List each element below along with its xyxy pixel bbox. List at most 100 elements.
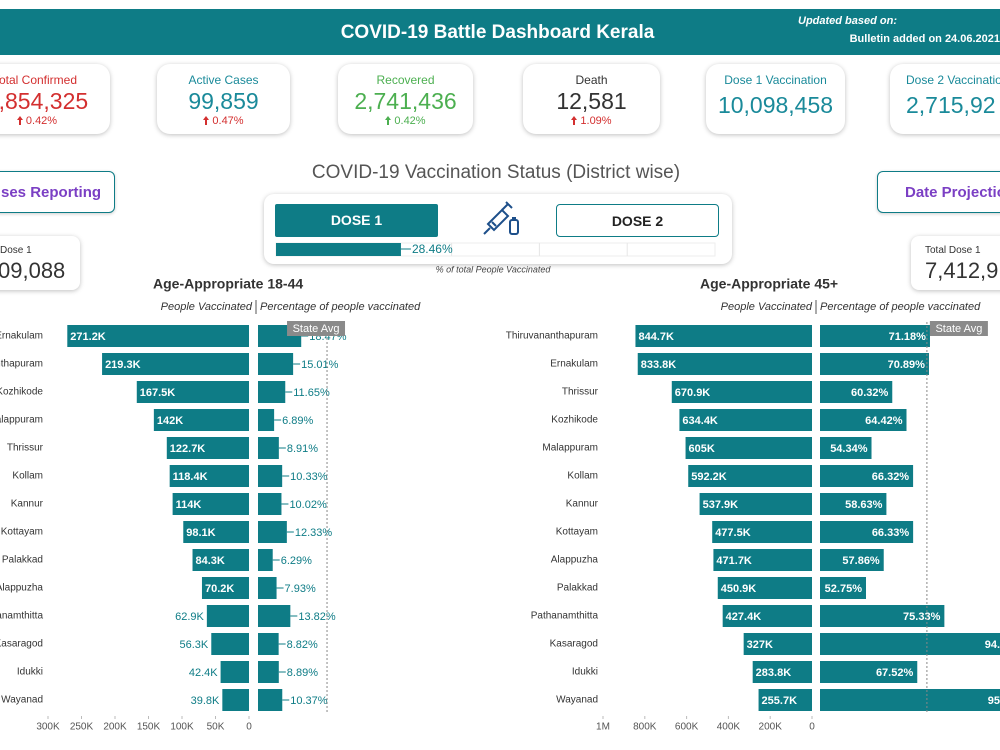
percent-value-label: 64.42% <box>865 415 903 427</box>
people-bar <box>153 409 249 431</box>
percent-bar <box>258 689 283 711</box>
percent-bar <box>258 353 294 375</box>
people-bar <box>671 381 812 403</box>
dose-card-value: 7,412,91 <box>925 258 1000 283</box>
category-label: Kollam <box>567 471 598 482</box>
people-bar <box>201 577 249 599</box>
kpi-change: 0.42% <box>0 115 110 127</box>
people-value-label: 62.9K <box>175 611 204 623</box>
people-bar <box>758 689 812 711</box>
percent-bar <box>820 353 929 375</box>
percent-bar <box>258 521 287 543</box>
kpi-change: 0.47% <box>157 115 290 127</box>
dose2-tab[interactable]: DOSE 2 <box>556 204 719 237</box>
kpi-change-value: 0.42% <box>25 115 58 127</box>
people-value-label: 118.4K <box>173 471 208 483</box>
people-value-label: 167.5K <box>140 387 176 399</box>
state-avg-box <box>287 321 346 336</box>
category-label: Wayanad <box>1 695 43 706</box>
category-label: Pathanamthitta <box>0 611 43 622</box>
up-arrow <box>571 116 578 125</box>
category-label: Thiruvananthapuram <box>0 359 43 370</box>
people-bar <box>679 409 812 431</box>
people-value-label: 537.9K <box>703 499 739 511</box>
percent-bar <box>820 437 872 459</box>
kpi-change-value: 0.47% <box>212 115 244 127</box>
people-bar <box>635 325 812 347</box>
x-tick-label: 200K <box>103 722 127 733</box>
category-label: Idukki <box>572 667 598 678</box>
people-bar <box>637 353 812 375</box>
people-value-label: 477.5K <box>715 527 751 539</box>
x-tick-label: 0 <box>809 722 815 733</box>
up-arrow <box>16 116 23 125</box>
percent-bar <box>820 689 1000 711</box>
category-label: Idukki <box>17 667 43 678</box>
people-value-label: 42.4K <box>189 667 218 679</box>
dose-card: Total Dose 1 7,412,91 <box>911 236 1000 290</box>
percent-value-label: 6.89% <box>282 415 313 427</box>
chart-title: Age-Appropriate 18-44 <box>153 276 303 292</box>
category-label: Palakkad <box>557 583 598 594</box>
kpi-label: Recovered <box>376 73 435 87</box>
people-value-label: 283.8K <box>756 667 792 679</box>
dose1-tab[interactable]: DOSE 1 <box>275 204 438 237</box>
kpi-card: Active Cases 99,859 0.47% <box>157 64 290 134</box>
people-bar <box>192 549 249 571</box>
percent-bar <box>258 549 273 571</box>
percent-bar <box>820 521 914 543</box>
people-value-label: 634.4K <box>682 415 718 427</box>
percent-bar <box>820 549 884 571</box>
kpi-value: 10,098,458 <box>717 92 834 118</box>
x-tick-label: 250K <box>70 722 94 733</box>
percent-value-label: 10.02% <box>289 499 327 511</box>
percent-bar <box>258 633 279 655</box>
people-bar <box>713 549 812 571</box>
people-bar <box>699 493 812 515</box>
syringe-icon <box>483 201 519 235</box>
percent-value-label: 67.52% <box>876 667 914 679</box>
percent-value-label: 95 <box>988 695 1000 707</box>
percent-bar <box>820 577 866 599</box>
people-value-label: 114K <box>176 499 202 511</box>
percent-bar <box>820 409 907 431</box>
kpi-change-value: 1.09% <box>580 115 612 127</box>
up-arrow <box>385 116 392 125</box>
x-tick-label: 150K <box>137 722 161 733</box>
category-label: Ernakulam <box>0 331 43 342</box>
people-bar <box>222 689 249 711</box>
people-bar <box>136 381 249 403</box>
x-tick-label: 400K <box>717 722 741 733</box>
state-avg-label: State Avg <box>293 323 340 335</box>
category-label: Kasaragod <box>550 639 598 650</box>
x-tick-label: 1M <box>596 722 610 733</box>
x-tick-label: 800K <box>633 722 657 733</box>
chart-title: Age-Appropriate 45+ <box>700 276 838 292</box>
progress-label: 28.46% <box>412 242 453 256</box>
kpi-value: 2,715,92 <box>906 92 996 118</box>
percent-bar <box>820 493 887 515</box>
category-label: Thrissur <box>562 387 599 398</box>
people-bar <box>172 493 249 515</box>
category-label: Kozhikode <box>0 387 43 398</box>
percent-value-label: 8.89% <box>287 667 318 679</box>
reporting-button[interactable]: ses Reporting <box>0 171 115 213</box>
percent-bar <box>258 661 279 683</box>
people-value-label: 327K <box>747 639 773 651</box>
category-label: Malappuram <box>542 443 598 454</box>
kpi-card: Recovered 2,741,436 0.42% <box>338 64 473 134</box>
percent-value-label: 66.32% <box>872 471 910 483</box>
category-label: Kottayam <box>556 527 598 538</box>
people-bar <box>717 577 812 599</box>
people-value-label: 605K <box>689 443 715 455</box>
projection-button[interactable]: Date Projection <box>877 171 1000 213</box>
percent-bar <box>258 465 283 487</box>
series-name: People Vaccinated <box>721 301 813 313</box>
percent-bar <box>258 409 275 431</box>
percent-value-label: 52.75% <box>825 583 863 595</box>
up-arrow <box>203 116 210 125</box>
people-value-label: 450.9K <box>721 583 757 595</box>
percent-value-label: 57.86% <box>842 555 880 567</box>
x-tick-label: 100K <box>170 722 194 733</box>
people-value-label: 844.7K <box>638 331 674 343</box>
